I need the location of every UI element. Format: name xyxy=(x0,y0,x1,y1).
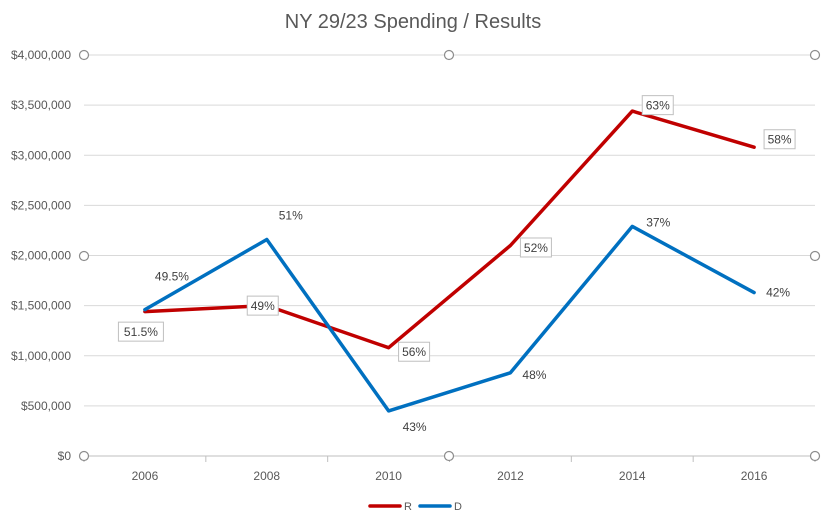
resize-handle[interactable] xyxy=(443,49,455,61)
y-tick-label: $1,000,000 xyxy=(11,349,71,363)
data-label-D: 43% xyxy=(403,420,427,434)
x-tick-label: 2016 xyxy=(741,469,768,483)
y-tick-label: $3,000,000 xyxy=(11,148,71,162)
data-label-D: 51% xyxy=(279,208,303,222)
x-tick-label: 2014 xyxy=(619,469,646,483)
data-label-R: 49% xyxy=(251,299,275,313)
series-line-R xyxy=(143,109,756,350)
resize-handle[interactable] xyxy=(809,450,821,462)
data-label-R: 58% xyxy=(768,133,792,147)
y-tick-label: $2,500,000 xyxy=(11,198,71,212)
data-label-box xyxy=(117,321,164,342)
data-labels: 51.5% 49% 56% 52% 63% 58% 49.5% 51% 43% 48% 37% 42% xyxy=(117,95,796,434)
data-label-D: 37% xyxy=(646,215,670,229)
series-lines xyxy=(143,109,756,413)
data-label-box xyxy=(246,295,279,316)
x-tick-label: 2006 xyxy=(132,469,159,483)
data-label-R: 52% xyxy=(524,241,548,255)
legend-label-D: D xyxy=(454,501,462,513)
data-label-box xyxy=(641,95,674,116)
data-label-R: 56% xyxy=(402,345,426,359)
axes: $0 $500,000 $1,000,000 $1,500,000 $2,000,000… xyxy=(11,48,816,483)
resize-handle[interactable] xyxy=(78,49,90,61)
data-label-D: 48% xyxy=(522,368,546,382)
y-tick-label: $3,500,000 xyxy=(11,98,71,112)
x-tick-label: 2010 xyxy=(375,469,402,483)
x-tick-label: 2012 xyxy=(497,469,524,483)
series-line-D xyxy=(143,224,756,413)
data-label-R: 51.5% xyxy=(124,325,158,339)
data-label-box xyxy=(519,237,552,258)
x-tick-label: 2008 xyxy=(253,469,280,483)
y-tick-label: $4,000,000 xyxy=(11,48,71,62)
data-label-box xyxy=(398,341,431,362)
resize-handle[interactable] xyxy=(78,450,90,462)
y-tick-label: $1,500,000 xyxy=(11,299,71,313)
resize-handle[interactable] xyxy=(809,250,821,262)
y-tick-label: $0 xyxy=(58,449,72,463)
data-label-D: 49.5% xyxy=(155,270,189,284)
data-label-R: 63% xyxy=(646,99,670,113)
y-tick-label: $2,000,000 xyxy=(11,249,71,263)
resize-handle[interactable] xyxy=(809,49,821,61)
resize-handle[interactable] xyxy=(78,250,90,262)
resize-handle[interactable] xyxy=(443,450,455,462)
y-tick-label: $500,000 xyxy=(21,399,71,413)
legend-label-R: R xyxy=(404,501,412,513)
selection-handles[interactable] xyxy=(78,49,821,462)
gridlines xyxy=(84,54,815,457)
chart-title: NY 29/23 Spending / Results xyxy=(285,11,541,33)
data-label-D: 42% xyxy=(766,286,790,300)
data-label-box xyxy=(763,129,796,150)
